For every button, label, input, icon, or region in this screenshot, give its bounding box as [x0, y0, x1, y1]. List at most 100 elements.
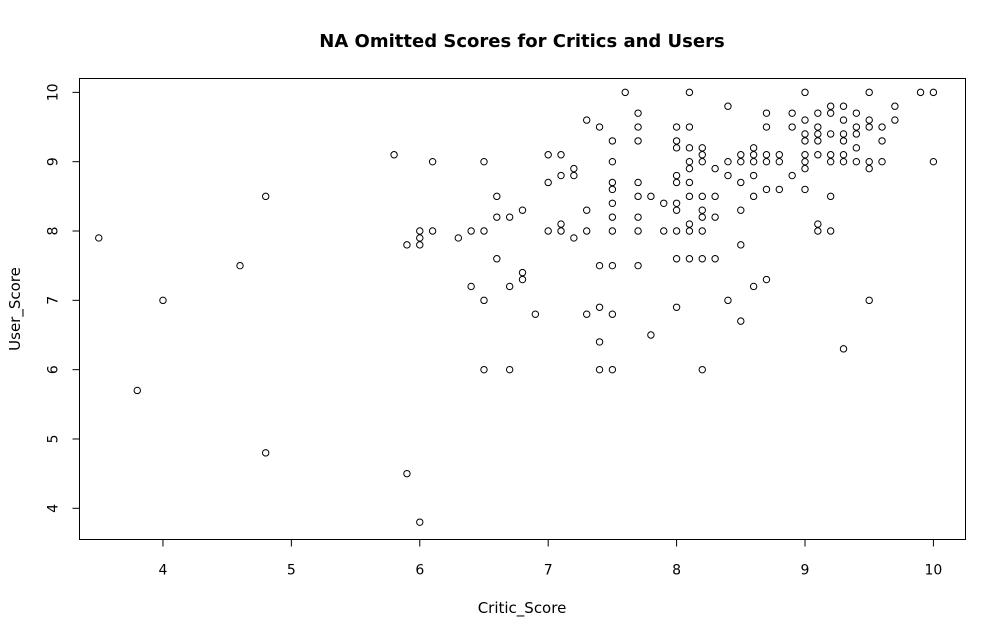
data-point [570, 164, 578, 173]
data-point [403, 469, 411, 478]
data-point [672, 137, 681, 145]
data-point [737, 178, 745, 187]
data-point [647, 192, 655, 201]
data-point [737, 151, 745, 159]
data-point [698, 192, 706, 201]
data-point [814, 151, 822, 159]
data-point [672, 227, 681, 235]
data-point [416, 518, 424, 526]
data-point [634, 261, 642, 270]
data-point [480, 365, 488, 374]
data-point [865, 123, 873, 131]
plot-frame [79, 78, 966, 540]
data-point [839, 137, 848, 145]
data-point [698, 365, 706, 374]
data-point [801, 137, 809, 145]
data-point [826, 192, 835, 201]
data-point [608, 227, 617, 235]
data-point [749, 171, 758, 180]
x-axis: 4 5 6 7 8 9 10 [159, 539, 942, 579]
data-point [608, 261, 617, 270]
data-point [608, 185, 617, 194]
data-point [852, 130, 861, 138]
y-axis: 4 5 6 7 8 9 10 [46, 83, 80, 513]
data-point [826, 227, 835, 235]
data-point [839, 345, 848, 353]
x-tick-label: 9 [801, 563, 810, 579]
data-point [749, 144, 758, 152]
data-point [929, 157, 938, 166]
data-point [390, 151, 398, 159]
data-point [634, 227, 642, 235]
data-point [724, 296, 732, 305]
data-point [839, 130, 848, 138]
data-point [724, 157, 732, 166]
x-tick-label: 8 [672, 563, 681, 579]
data-point [261, 449, 270, 457]
data-point [672, 199, 681, 207]
data-point [416, 241, 424, 249]
data-point [762, 123, 771, 131]
data-point [544, 151, 552, 159]
data-point [493, 255, 501, 263]
data-point [801, 130, 809, 138]
data-point [583, 227, 591, 235]
data-point [595, 365, 604, 374]
data-point [544, 227, 552, 235]
data-point [698, 157, 706, 166]
data-point [454, 234, 462, 242]
x-tick-label: 4 [159, 563, 168, 579]
data-point [634, 109, 642, 117]
data-point [685, 144, 694, 152]
data-point [698, 151, 706, 159]
y-tick-label: 7 [46, 296, 62, 305]
data-point [878, 123, 886, 131]
data-point [878, 157, 886, 166]
data-point [570, 171, 578, 180]
data-point [749, 282, 758, 291]
data-point [839, 151, 848, 159]
data-point [916, 88, 925, 97]
data-point [801, 151, 809, 159]
data-point [711, 213, 719, 221]
data-point [403, 241, 411, 249]
data-point [672, 303, 681, 311]
data-point [929, 88, 938, 97]
data-point [608, 178, 617, 187]
data-point [557, 151, 565, 159]
data-point [685, 123, 694, 131]
y-tick-label: 5 [46, 435, 62, 444]
data-points [95, 88, 938, 526]
data-point [711, 192, 719, 201]
data-point [852, 157, 861, 166]
data-point [595, 261, 604, 270]
data-point [762, 157, 771, 166]
data-point [518, 268, 527, 277]
data-point [891, 116, 899, 124]
data-point [672, 123, 681, 131]
data-point [801, 88, 809, 97]
data-point [762, 109, 771, 117]
data-point [608, 310, 617, 318]
data-point [416, 234, 424, 242]
data-point [634, 178, 642, 187]
data-point [159, 296, 167, 305]
data-point [749, 151, 758, 159]
data-point [672, 255, 681, 263]
data-point [493, 213, 501, 221]
data-point [685, 192, 694, 201]
x-tick-label: 6 [415, 563, 424, 579]
data-point [826, 109, 835, 117]
data-point [685, 220, 694, 228]
data-point [505, 282, 514, 291]
data-point [480, 157, 488, 166]
data-point [775, 157, 784, 166]
data-point [634, 192, 642, 201]
data-point [711, 255, 719, 263]
y-tick-label: 8 [46, 227, 62, 236]
data-point [608, 365, 617, 374]
data-point [852, 123, 861, 131]
data-point [685, 164, 694, 173]
data-point [557, 171, 565, 180]
data-point [826, 102, 835, 110]
